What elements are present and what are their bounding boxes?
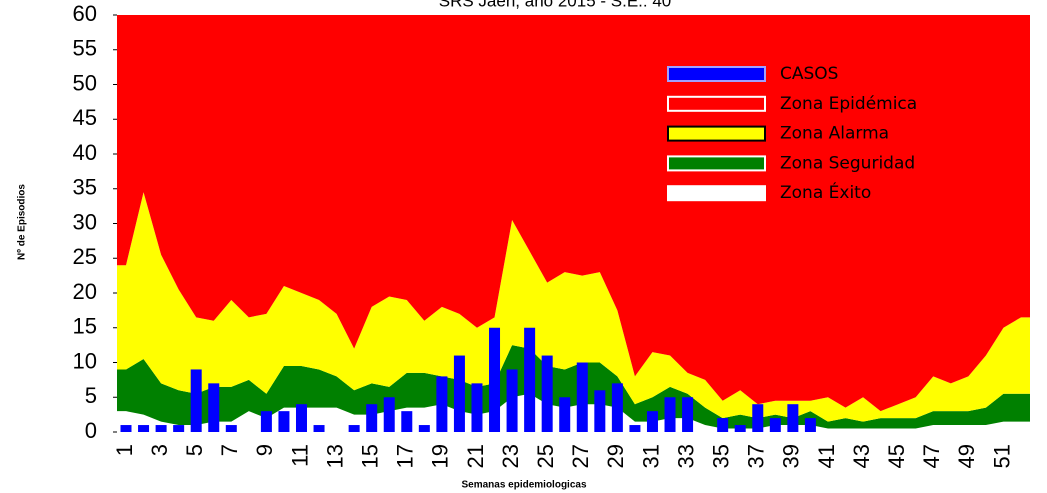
y-tick-label: 60 [73,1,97,26]
bar [278,411,290,432]
bar [524,327,536,432]
x-tick-label: 29 [603,444,628,468]
y-tick-label: 55 [73,36,97,61]
bar [155,425,167,432]
x-tick-label: 5 [182,444,207,456]
legend-swatch [667,125,766,142]
x-tick-label: 49 [954,444,979,468]
legend-swatch [667,95,766,112]
x-tick-label: 19 [428,444,453,468]
x-axis-title: Semanas epidemiologicas [461,480,586,491]
y-tick-label: 50 [73,70,97,95]
area [117,345,1030,429]
legend-label: Zona Alarma [780,124,889,144]
x-tick-label: 47 [919,444,944,468]
x-tick-label: 1 [112,444,137,456]
y-tick-label: 0 [85,418,97,443]
y-tick-label: 20 [73,279,97,304]
x-tick-label: 17 [393,444,418,468]
legend-label: Zona Éxito [780,181,871,203]
x-tick-label: 35 [708,444,733,468]
x-tick-label: 45 [884,444,909,468]
x-tick-label: 25 [533,444,558,468]
x-tick-label: 43 [849,444,874,468]
bar [541,355,553,432]
y-tick-label: 30 [73,209,97,234]
bar [471,383,483,432]
area [117,192,1030,422]
x-tick-label: 39 [779,444,804,468]
bar [506,369,518,432]
bar [576,362,588,432]
bar [313,425,325,432]
bar [295,404,307,432]
bar [453,355,465,432]
bar [366,404,378,432]
y-axis-title: Nº de Episodios [17,184,28,260]
bar [208,383,220,432]
bar [120,425,132,432]
legend-label: CASOS [780,64,838,84]
x-tick-label: 21 [463,444,488,468]
bar [611,383,623,432]
bar [436,376,448,432]
x-tick-label: 9 [252,444,277,456]
bar [682,397,694,432]
x-tick-label: 23 [498,444,523,468]
y-tick-label: 5 [85,383,97,408]
x-tick-label: 37 [744,444,769,468]
bar [804,418,816,432]
bar [225,425,237,432]
bar [664,397,676,432]
bar [752,404,764,432]
y-tick-label: 25 [73,244,97,269]
x-tick-label: 51 [989,444,1014,468]
bar [629,425,641,432]
legend-swatch [667,185,766,202]
x-tick-label: 13 [322,444,347,468]
bar [559,397,571,432]
bar [138,425,150,432]
x-tick-label: 3 [147,444,172,456]
y-tick-label: 35 [73,175,97,200]
bar [383,397,395,432]
bar [173,425,185,432]
x-tick-label: 31 [638,444,663,468]
bar [594,390,606,432]
bar [769,418,781,432]
y-tick-label: 45 [73,105,97,130]
x-tick-label: 33 [673,444,698,468]
legend-swatch [667,155,766,172]
bar [646,411,658,432]
bar [190,369,202,432]
bar [401,411,413,432]
bar [489,327,501,432]
x-tick-label: 41 [814,444,839,468]
x-tick-label: 7 [217,444,242,456]
bar [348,425,360,432]
chart-title: SRS Jaén, año 2015 - S.E.: 40 [439,0,671,10]
y-tick-label: 10 [73,348,97,373]
legend-swatch [667,66,766,82]
bar [260,411,272,432]
x-tick-label: 15 [357,444,382,468]
y-tick-label: 40 [73,140,97,165]
area [117,393,1030,432]
x-tick-label: 11 [287,444,312,467]
y-tick-label: 15 [73,314,97,339]
legend-label: Zona Seguridad [780,153,915,173]
area [117,15,1030,412]
x-tick-label: 27 [568,444,593,468]
bar [734,425,746,432]
bar [418,425,430,432]
bar [787,404,799,432]
bar [717,418,729,432]
legend-label: Zona Epidémica [780,94,917,114]
